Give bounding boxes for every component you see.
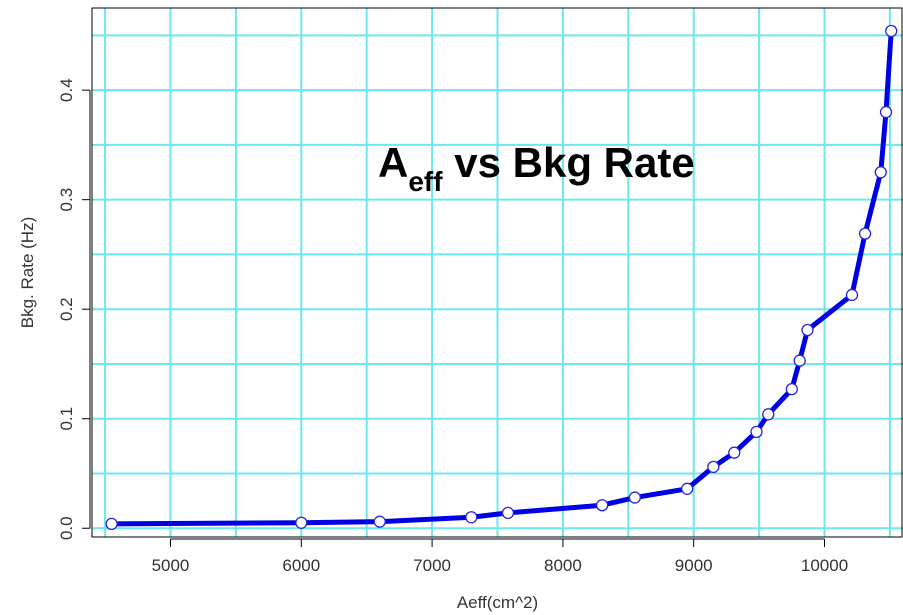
data-point [105,517,118,531]
y-axis: 0.0 0.1 0.2 0.3 0.4 [57,78,91,540]
data-point [373,515,386,528]
data-point [885,24,898,38]
data-point [801,323,814,337]
data-point [750,425,763,439]
data-point [845,288,859,302]
chart-title: Aeff vs Bkg Rate [378,139,695,197]
y-tick-label: 0.3 [57,188,76,212]
y-axis-title: Bkg. Rate (Hz) [18,217,37,328]
title-sub: eff [408,166,443,197]
x-axis: 5000 6000 7000 8000 9000 10000 [152,538,848,575]
x-tick-label: 9000 [675,556,713,575]
data-point [628,491,641,504]
title-main: A [378,139,408,186]
data-point [595,499,609,512]
data-point [793,354,806,367]
x-tick-label: 5000 [152,556,190,575]
series-line [109,28,894,527]
y-tick-label: 0.1 [57,407,76,431]
plot-frame [91,7,903,538]
data-point [501,506,515,520]
y-tick-label: 0.4 [57,78,76,102]
data-point [785,382,798,396]
data-point [874,166,887,179]
series-line-path [109,28,894,527]
markers [105,24,898,531]
data-point [858,227,872,240]
grid [92,8,903,537]
data-point [465,511,478,524]
y-tick-label: 0.0 [57,516,76,540]
title-rest: vs Bkg Rate [443,139,695,186]
x-axis-title: Aeff(cm^2) [457,593,538,612]
data-point [762,408,775,421]
x-tick-label: 6000 [282,556,320,575]
x-tick-label: 8000 [544,556,582,575]
data-point [879,105,893,119]
data-point [707,460,720,474]
data-point [681,482,694,495]
data-point [295,516,308,529]
x-tick-label: 10000 [801,556,848,575]
data-point [728,446,741,459]
x-tick-label: 7000 [413,556,451,575]
y-tick-label: 0.2 [57,297,76,321]
